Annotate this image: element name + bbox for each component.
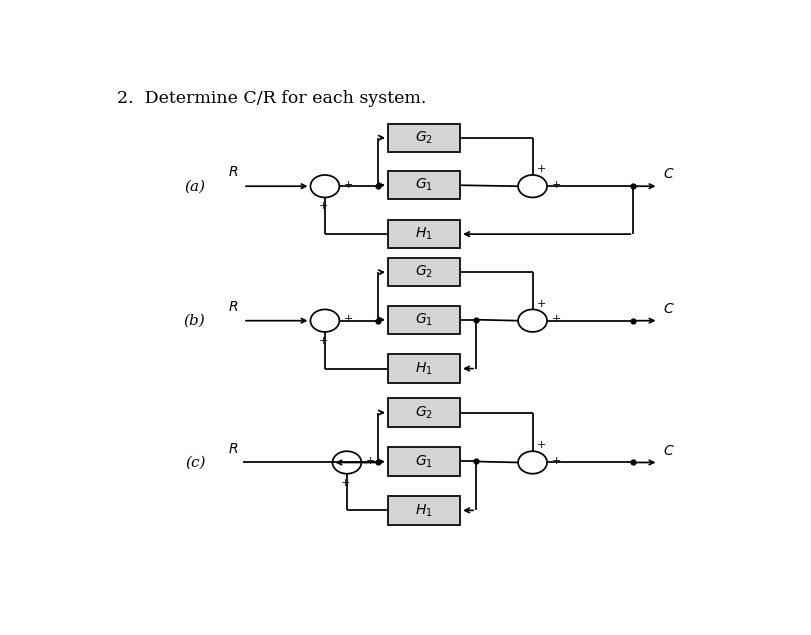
Text: 2.  Determine C/R for each system.: 2. Determine C/R for each system. [117, 90, 426, 107]
Text: $G_2$: $G_2$ [414, 404, 432, 421]
FancyBboxPatch shape [388, 171, 460, 199]
Text: +: + [318, 336, 328, 345]
Text: +: + [536, 164, 546, 174]
Text: $R$: $R$ [227, 165, 238, 179]
Text: $G_2$: $G_2$ [414, 264, 432, 281]
Text: +: + [536, 298, 546, 309]
FancyBboxPatch shape [388, 447, 460, 476]
FancyBboxPatch shape [388, 258, 460, 286]
Text: $H_1$: $H_1$ [414, 361, 432, 377]
Text: +: + [551, 314, 560, 324]
Text: +: + [340, 478, 350, 488]
Text: +: + [318, 201, 328, 211]
Text: +: + [551, 180, 560, 190]
Text: $R$: $R$ [227, 300, 238, 314]
Text: +: + [536, 440, 546, 450]
Text: $G_2$: $G_2$ [414, 130, 432, 146]
Text: $C$: $C$ [663, 302, 674, 316]
Text: $H_1$: $H_1$ [414, 226, 432, 243]
Text: +: + [343, 314, 353, 324]
Text: $R$: $R$ [227, 441, 238, 456]
FancyBboxPatch shape [388, 220, 460, 248]
Text: (b): (b) [183, 314, 205, 328]
Text: $G_1$: $G_1$ [414, 177, 432, 194]
Text: $C$: $C$ [663, 444, 674, 458]
Text: +: + [366, 456, 375, 466]
FancyBboxPatch shape [388, 124, 460, 152]
FancyBboxPatch shape [388, 398, 460, 427]
Text: $G_1$: $G_1$ [414, 312, 432, 328]
Text: +: + [551, 456, 560, 466]
Text: $H_1$: $H_1$ [414, 502, 432, 519]
Text: (c): (c) [185, 455, 205, 469]
Text: $C$: $C$ [663, 168, 674, 182]
Text: (a): (a) [184, 179, 205, 193]
FancyBboxPatch shape [388, 305, 460, 334]
Text: +: + [343, 180, 353, 190]
Text: $G_1$: $G_1$ [414, 453, 432, 470]
FancyBboxPatch shape [388, 354, 460, 383]
FancyBboxPatch shape [388, 496, 460, 525]
